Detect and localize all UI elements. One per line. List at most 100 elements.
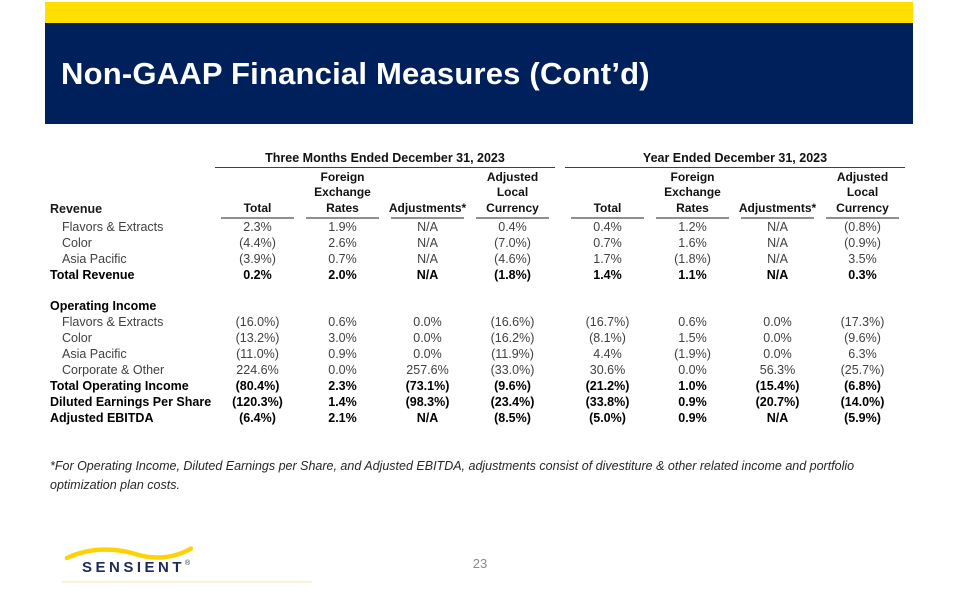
table-cell: (16.6%) xyxy=(490,315,535,329)
table-cell: 0.6% xyxy=(678,315,707,329)
table-row: Color (4.4%) 2.6% N/A (7.0%) 0.7% 1.6% N/A (0.9%… xyxy=(50,235,906,251)
row-label: Color xyxy=(62,236,92,250)
column-header: Foreign Exchange Rates xyxy=(306,168,379,219)
logo-wordmark: SENSIENT ® xyxy=(62,559,312,576)
table-cell: 0.0% xyxy=(763,315,792,329)
table-cell: 0.7% xyxy=(328,252,357,266)
table-cell: (6.8%) xyxy=(844,379,881,393)
column-header: Total xyxy=(571,168,644,219)
table-cell: 1.6% xyxy=(678,236,707,250)
logo-swoosh-icon xyxy=(64,546,194,561)
table-cell: (11.0%) xyxy=(236,347,279,361)
column-header-line: Currency xyxy=(836,200,889,215)
table-cell: 1.0% xyxy=(678,379,707,393)
table-row: Asia Pacific (3.9%) 0.7% N/A (4.6%) 1.7% (1.8%… xyxy=(50,251,906,267)
row-label: Total Revenue xyxy=(50,268,135,282)
table-cell: N/A xyxy=(416,411,439,425)
logo-text: SENSIENT xyxy=(82,559,186,576)
table-cell: (0.8%) xyxy=(844,220,881,234)
table-cell: 2.6% xyxy=(328,236,357,250)
column-header-line: Rates xyxy=(326,200,359,215)
column-header: Adjusted Local Currency xyxy=(826,168,899,219)
table-cell: 2.1% xyxy=(328,411,357,425)
table-cell: 1.1% xyxy=(678,268,707,282)
table-cell: (33.0%) xyxy=(490,363,535,377)
table-cell: 30.6% xyxy=(589,363,626,377)
table-cell: (33.8%) xyxy=(585,395,630,409)
column-header-line: Adjustments* xyxy=(738,200,817,215)
table-cell: (21.2%) xyxy=(585,379,630,393)
table-cell: 0.9% xyxy=(678,411,707,425)
table-body: Flavors & Extracts 2.3% 1.9% N/A 0.4% 0.4% 1.2… xyxy=(50,219,906,426)
page-title: Non-GAAP Financial Measures (Cont’d) xyxy=(61,55,650,91)
table-cell: (20.7%) xyxy=(755,395,800,409)
table-cell: (15.4%) xyxy=(755,379,800,393)
logo-underline xyxy=(62,581,312,583)
table-cell: (5.9%) xyxy=(844,411,881,425)
row-label: Adjusted EBITDA xyxy=(50,411,154,425)
table-cell: (120.3%) xyxy=(232,395,283,409)
table-row: Color (13.2%) 3.0% 0.0% (16.2%) (8.1%) 1.5% 0.0… xyxy=(50,330,906,346)
footnote: *For Operating Income, Diluted Earnings … xyxy=(50,459,855,493)
table-cell: 0.0% xyxy=(763,347,792,361)
table-cell: 0.3% xyxy=(848,268,877,282)
table-cell: (11.9%) xyxy=(491,347,534,361)
table-cell: 0.4% xyxy=(498,220,527,234)
column-header-row: Revenue Total Foreign Exchange Rates Adjustm… xyxy=(50,168,906,219)
table-cell: N/A xyxy=(767,220,788,234)
column-header-line: Rates xyxy=(676,200,709,215)
column-header-line: Local xyxy=(496,185,529,199)
table-cell: (1.8%) xyxy=(674,252,711,266)
group-title-row: Three Months Ended December 31, 2023 Yea… xyxy=(50,150,906,168)
table-cell: 0.9% xyxy=(328,347,357,361)
table-cell: 1.4% xyxy=(328,395,357,409)
table-cell: (8.5%) xyxy=(494,411,531,425)
row-label: Total Operating Income xyxy=(50,379,189,393)
table-cell: (17.3%) xyxy=(840,315,885,329)
table-cell: 3.5% xyxy=(848,252,877,266)
table-cell: (23.4%) xyxy=(490,395,535,409)
column-header: Adjusted Local Currency xyxy=(476,168,549,219)
table-cell: (7.0%) xyxy=(494,236,531,250)
group-title-three-months: Three Months Ended December 31, 2023 xyxy=(215,151,555,168)
column-header-line: Adjustments* xyxy=(388,200,467,215)
table-cell: 0.0% xyxy=(413,331,442,345)
table-cell: (0.9%) xyxy=(844,236,881,250)
page-number: 23 xyxy=(472,556,488,571)
table-cell: (13.2%) xyxy=(235,331,280,345)
column-header-line: Total xyxy=(593,200,622,215)
table-cell: (3.9%) xyxy=(239,252,276,266)
table-cell: 0.0% xyxy=(413,347,442,361)
table-cell: 6.3% xyxy=(848,347,877,361)
column-header-line: Exchange xyxy=(664,185,721,199)
column-header: Adjustments* xyxy=(388,168,467,219)
table-cell: N/A xyxy=(416,268,439,282)
table-cell: 257.6% xyxy=(406,363,449,377)
table-cell: 1.7% xyxy=(593,252,622,266)
column-header: Foreign Exchange Rates xyxy=(656,168,729,219)
table-cell: (16.2%) xyxy=(490,331,535,345)
table-cell: 1.2% xyxy=(678,220,707,234)
column-header-line: Adjusted xyxy=(836,169,889,184)
table-cell: 1.5% xyxy=(678,331,707,345)
table-cell: 1.9% xyxy=(328,220,357,234)
table-cell: (4.4%) xyxy=(239,236,276,250)
row-label: Flavors & Extracts xyxy=(62,315,164,329)
table-cell: N/A xyxy=(417,220,438,234)
row-label: Color xyxy=(62,331,92,345)
table-cell: (5.0%) xyxy=(589,411,626,425)
table-cell: 56.3% xyxy=(759,363,796,377)
table-cell: N/A xyxy=(767,252,788,266)
table-cell: (25.7%) xyxy=(840,363,885,377)
table-row: Adjusted EBITDA (6.4%) 2.1% N/A (8.5%) (5.0%)… xyxy=(50,410,906,426)
table-cell: 4.4% xyxy=(593,347,622,361)
table-cell: N/A xyxy=(766,268,789,282)
table-cell: (16.0%) xyxy=(235,315,280,329)
group-title-year: Year Ended December 31, 2023 xyxy=(565,151,905,168)
column-header-line: Local xyxy=(846,185,879,199)
table-row: Flavors & Extracts (16.0%) 0.6% 0.0% (16.6%)… xyxy=(50,314,906,330)
column-header: Adjustments* xyxy=(738,168,817,219)
table-row: Corporate & Other 224.6% 0.0% 257.6% (33.0%)… xyxy=(50,362,906,378)
table-cell: 1.4% xyxy=(593,268,622,282)
table-cell: 0.4% xyxy=(593,220,622,234)
